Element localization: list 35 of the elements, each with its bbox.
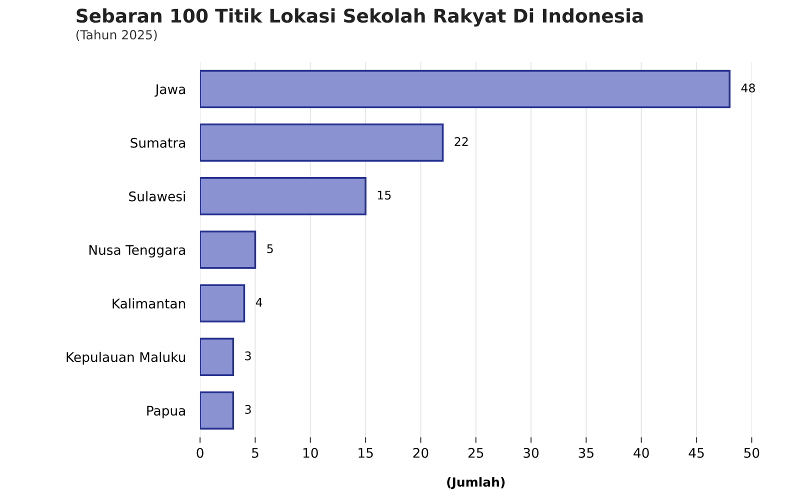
x-axis-title: (Jumlah) <box>447 477 505 490</box>
y-tick-label: Papua <box>147 406 185 418</box>
x-tick-label: 50 <box>744 448 760 458</box>
x-tick-label: 0 <box>196 448 204 458</box>
bar <box>200 123 444 162</box>
data-label: 4 <box>256 298 262 307</box>
x-tick-label: 45 <box>688 448 704 458</box>
chart-subtitle: (Tahun 2025) <box>76 30 157 41</box>
y-tick-label: Sumatra <box>130 138 185 148</box>
data-label: 5 <box>267 244 273 254</box>
x-tick-label: 40 <box>634 448 649 458</box>
bar <box>200 230 256 269</box>
bar <box>200 70 731 108</box>
y-tick-label: Nusa Tenggara <box>89 245 185 258</box>
bar <box>200 284 246 322</box>
x-tick-label: 20 <box>413 448 428 458</box>
x-tick-label: 30 <box>524 448 539 458</box>
bar <box>200 391 234 430</box>
bar <box>200 338 234 376</box>
y-tick-label: Kepulauan Maluku <box>66 352 185 365</box>
data-label: 15 <box>378 190 391 200</box>
x-tick-label: 10 <box>303 448 318 458</box>
data-label: 22 <box>454 137 468 146</box>
chart-title: Sebaran 100 Titik Lokasi Sekolah Rakyat Di Indonesia <box>76 8 643 27</box>
y-tick-label: Sulawesi <box>129 191 185 202</box>
data-label: 48 <box>741 84 755 92</box>
data-label: 3 <box>245 351 251 360</box>
y-tick-label: Kalimantan <box>112 298 186 309</box>
y-tick-label: Jawa <box>154 84 185 97</box>
x-tick-label: 25 <box>468 448 484 458</box>
bar <box>200 177 366 216</box>
x-tick-label: 15 <box>358 448 373 458</box>
x-tick-label: 35 <box>578 448 594 458</box>
x-tick-label: 5 <box>252 448 258 458</box>
data-label: 3 <box>245 404 251 414</box>
